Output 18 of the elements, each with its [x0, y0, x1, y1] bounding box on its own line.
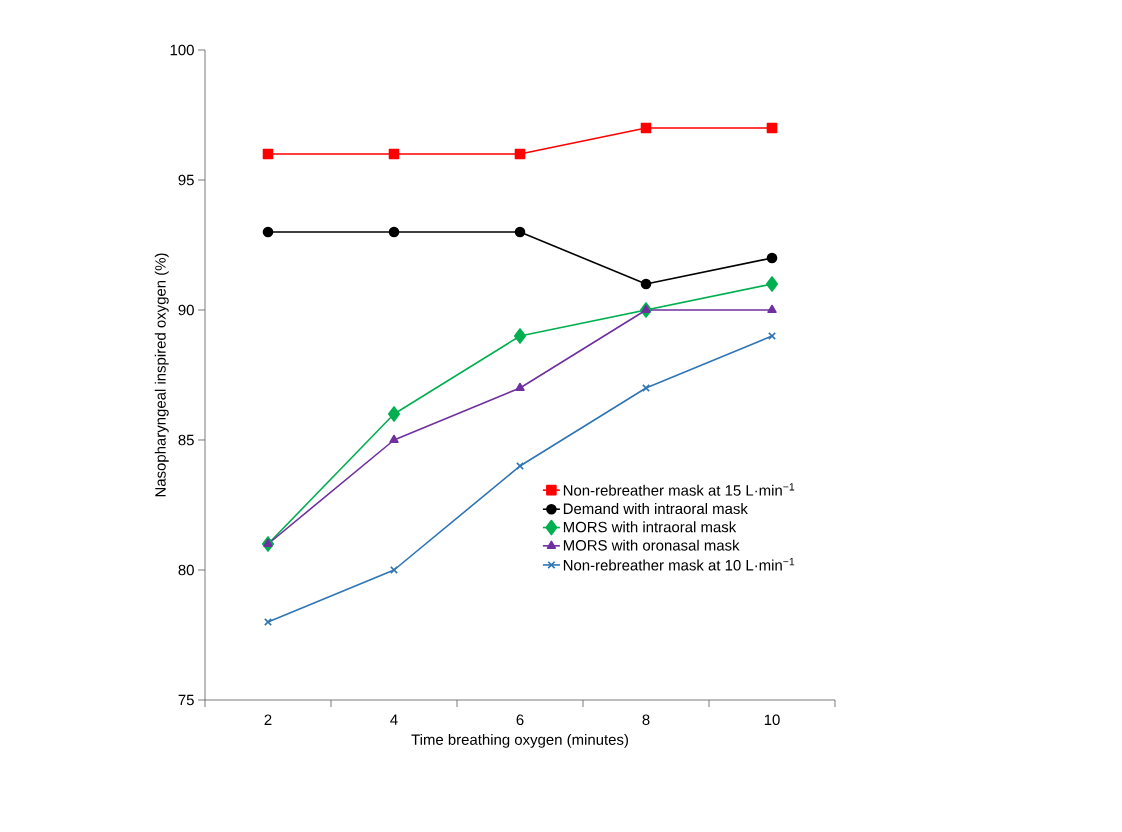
legend-label: Non-rebreather mask at 10 L·min$^{−1}$: [563, 558, 795, 571]
x-tick-label: 2: [264, 714, 272, 725]
legend-label: Non-rebreather mask at 15 L·min$^{−1}$: [563, 483, 795, 496]
y-tick-label: 80: [178, 564, 194, 576]
y-tick-label: 100: [170, 44, 194, 56]
legend-label: MORS with intraoral mask: [563, 521, 737, 533]
x-tick-label: 6: [516, 714, 524, 726]
x-tick-label: 4: [390, 714, 398, 725]
x-tick-label: 8: [642, 714, 650, 726]
y-tick-label: 95: [178, 174, 194, 186]
y-tick-label: 75: [178, 694, 194, 706]
legend-label: Demand with intraoral mask: [563, 503, 748, 515]
x-tick-label: 10: [764, 714, 780, 726]
legend-label: MORS with oronasal mask: [563, 539, 740, 551]
x-axis-title: Time breathing oxygen (minutes): [411, 733, 628, 748]
y-tick-label: 85: [178, 434, 194, 446]
y-tick-label: 90: [178, 304, 194, 316]
y-axis-title: Nasopharyngeal inspired oxygen (%): [154, 253, 169, 497]
